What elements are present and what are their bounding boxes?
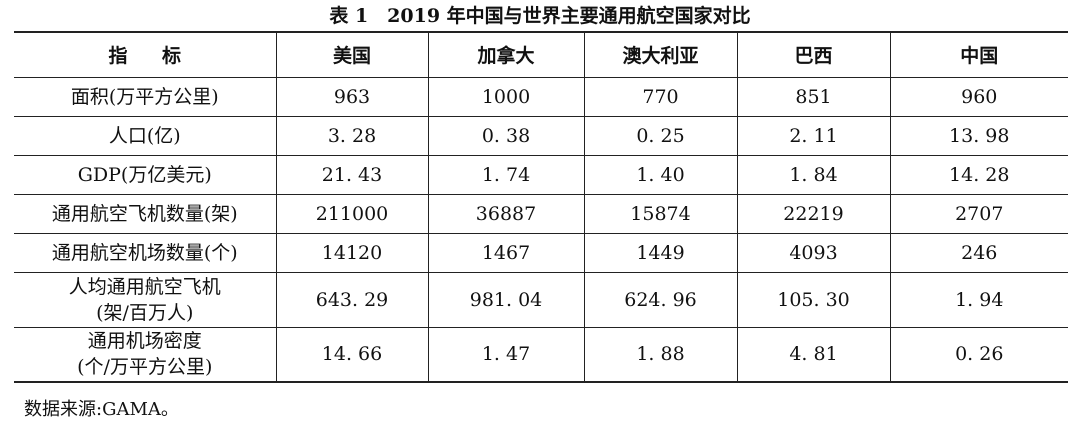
table-cell: 4093 [736,232,891,273]
row-label-line: (个/万平方公里) [77,356,213,379]
table-cell: 211000 [275,193,429,234]
comparison-table: 指 标 美国 加拿大 澳大利亚 巴西 中国 面积(万平方公里) 963 1000… [14,31,1068,383]
table-row: GDP(万亿美元) 21. 43 1. 74 1. 40 1. 84 14. 2… [14,154,1068,195]
table-row: 通用航空机场数量(个) 14120 1467 1449 4093 246 [14,232,1068,273]
table-cell: 1. 84 [736,154,891,195]
table-caption: 表 1 2019 年中国与世界主要通用航空国家对比 [329,5,751,27]
header-australia: 澳大利亚 [583,31,738,78]
table-cell: 1000 [427,76,585,117]
table-cell: 15874 [583,193,738,234]
table-cell: 981. 04 [427,271,585,328]
header-indicator: 指 标 [14,31,277,78]
row-label: 人口(亿) [14,115,277,156]
row-label-line: (架/百万人) [96,301,194,324]
table-cell: 0. 25 [583,115,738,156]
table-cell: 14. 66 [275,326,429,383]
table-cell: 624. 96 [583,271,738,328]
table-cell: 13. 98 [889,115,1068,156]
table-cell: 21. 43 [275,154,429,195]
table-cell: 14. 28 [889,154,1068,195]
row-label: GDP(万亿美元) [14,154,277,195]
row-label-line: 人口(亿) [108,124,181,147]
table-cell: 14120 [275,232,429,273]
row-label: 人均通用航空飞机 (架/百万人) [14,271,277,328]
header-brazil: 巴西 [736,31,891,78]
table-cell: 960 [889,76,1068,117]
header-china: 中国 [889,31,1068,78]
table-cell: 770 [583,76,738,117]
table-cell: 22219 [736,193,891,234]
header-canada: 加拿大 [427,31,585,78]
row-label-line: 人均通用航空飞机 [68,275,221,298]
header-usa: 美国 [275,31,429,78]
table-cell: 0. 26 [889,326,1068,383]
table-row: 人口(亿) 3. 28 0. 38 0. 25 2. 11 13. 98 [14,115,1068,156]
data-source-note: 数据来源:GAMA。 [24,399,179,420]
table-cell: 1449 [583,232,738,273]
table-cell: 1. 40 [583,154,738,195]
table-row: 人均通用航空飞机 (架/百万人) 643. 29 981. 04 624. 96… [14,271,1068,328]
table-cell: 3. 28 [275,115,429,156]
table-cell: 851 [736,76,891,117]
row-label-line: 通用航空飞机数量(架) [51,202,238,225]
table-row: 面积(万平方公里) 963 1000 770 851 960 [14,76,1068,117]
table-row: 通用航空飞机数量(架) 211000 36887 15874 22219 270… [14,193,1068,234]
table-cell: 2707 [889,193,1068,234]
row-label-line: GDP(万亿美元) [77,163,212,186]
table-cell: 1. 47 [427,326,585,383]
table-cell: 105. 30 [736,271,891,328]
table-cell: 2. 11 [736,115,891,156]
table-cell: 1. 94 [889,271,1068,328]
table-cell: 4. 81 [736,326,891,383]
row-label: 面积(万平方公里) [14,76,277,117]
table-cell: 1. 74 [427,154,585,195]
row-label-line: 通用机场密度 [87,330,202,353]
row-label-line: 通用航空机场数量(个) [51,241,238,264]
table-cell: 643. 29 [275,271,429,328]
table-cell: 0. 38 [427,115,585,156]
table-cell: 246 [889,232,1068,273]
table-cell: 36887 [427,193,585,234]
table-cell: 963 [275,76,429,117]
row-label: 通用机场密度 (个/万平方公里) [14,326,277,383]
table-cell: 1. 88 [583,326,738,383]
table-cell: 1467 [427,232,585,273]
header-row: 指 标 美国 加拿大 澳大利亚 巴西 中国 [14,31,1068,78]
table-row: 通用机场密度 (个/万平方公里) 14. 66 1. 47 1. 88 4. 8… [14,326,1068,383]
row-label: 通用航空机场数量(个) [14,232,277,273]
row-label: 通用航空飞机数量(架) [14,193,277,234]
row-label-line: 面积(万平方公里) [70,85,219,108]
